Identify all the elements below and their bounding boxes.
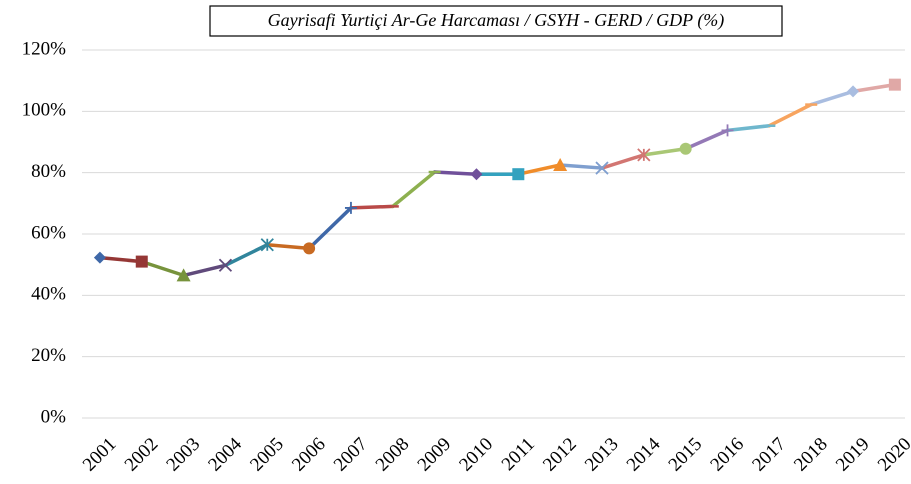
line-segment [851,82,897,94]
x-tick-label: 2013 [581,434,623,476]
marker [135,255,148,268]
x-tick-label: 2002 [121,434,163,476]
x-tick-label: 2011 [498,434,539,475]
line-segment [181,263,228,278]
x-tick-label: 2020 [874,434,911,476]
x-tick-label: 2005 [246,434,288,476]
marker [260,238,274,252]
line-segment [265,242,311,251]
marker [721,124,734,137]
x-tick-label: 2003 [162,434,204,476]
x-tick-label: 2008 [372,434,414,476]
line-segment [683,128,730,151]
x-tick-label: 2018 [790,434,832,476]
y-tick-label: 100% [22,100,67,121]
line-segment [349,204,395,210]
line-segment [558,163,604,170]
marker [847,85,860,98]
x-tick-label: 2019 [832,434,874,476]
x-tick-label: 2014 [623,433,665,475]
y-tick-label: 40% [31,284,66,305]
y-tick-label: 60% [31,222,66,243]
x-tick-label: 2012 [539,434,581,476]
marker [512,168,525,181]
x-tick-label: 2001 [79,434,121,476]
x-tick-label: 2017 [748,434,790,476]
line-segment [809,89,855,107]
title-box [209,5,783,37]
line-segment [642,146,688,157]
marker [637,148,651,162]
x-tick-label: 2009 [414,434,456,476]
line-segment [223,242,270,268]
line-segment [98,255,144,264]
x-tick-label: 2007 [330,434,372,476]
marker [176,268,191,282]
x-tick-label: 2015 [665,434,707,476]
chart-title: Gayrisafi Yurtiçi Ar-Ge Harcaması / GSYH… [268,10,725,31]
y-tick-label: 120% [22,38,67,59]
x-tick-label: 2010 [455,434,497,476]
marker [344,201,357,214]
marker [595,161,609,175]
line-segment [432,170,479,176]
marker [553,158,568,171]
marker [218,258,233,272]
x-tick-label: 2016 [706,434,748,476]
y-tick-label: 80% [31,161,66,182]
line-segment [516,163,562,176]
line-segment [307,206,353,251]
line-segment [600,153,646,170]
x-tick-label: 2006 [288,434,330,476]
line-segment [725,123,772,133]
marker [470,168,483,181]
x-tick-label: 2004 [204,433,246,475]
line-segment [140,259,186,278]
marker [93,251,106,264]
y-tick-label: 0% [41,406,67,427]
y-tick-label: 20% [31,345,66,366]
marker [679,142,692,155]
line-segment [391,170,437,209]
marker [303,242,316,255]
line-segment [767,102,813,128]
marker [888,78,901,91]
